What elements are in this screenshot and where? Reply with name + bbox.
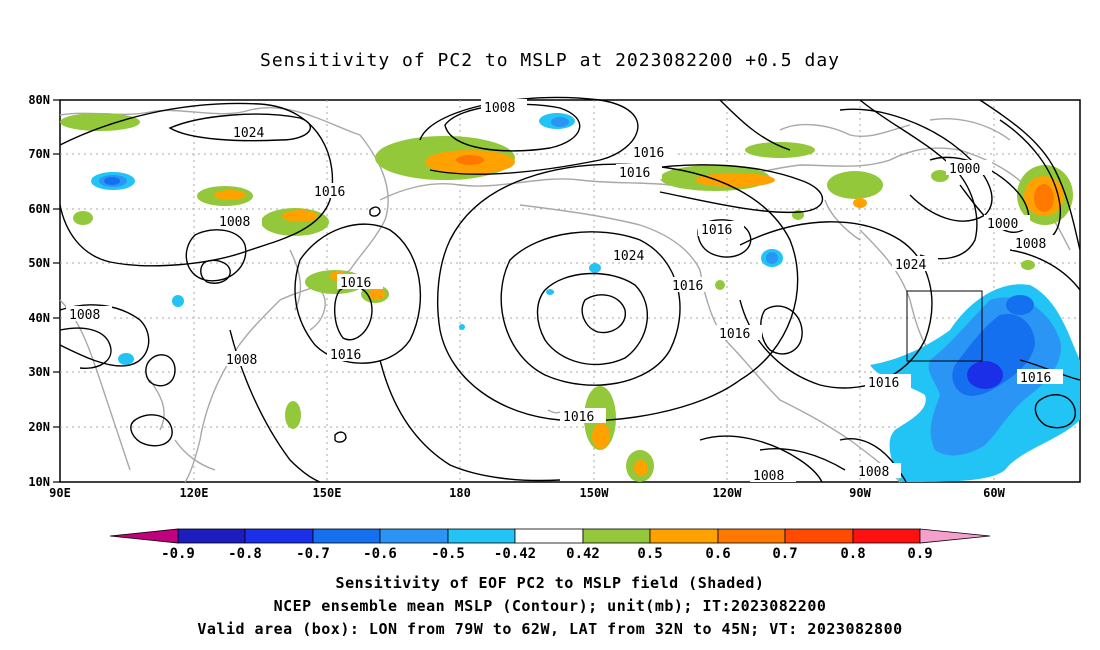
colorbar-labels: -0.9 -0.8 -0.7 -0.6 -0.5 -0.42 0.42 0.5 … [161,546,933,562]
lat-tick-label: 80N [28,93,50,107]
caption-shaded: Sensitivity of EOF PC2 to MSLP field (Sh… [335,574,765,592]
contour-label: 1008 [69,308,100,323]
contour-label: 1000 [987,217,1018,232]
longitude-axis: 90E 120E 150E 180 150W 120W 90W 60W [49,486,1005,500]
lat-tick-label: 10N [28,475,50,489]
colorbar-label: -0.5 [431,546,465,562]
contour-label: 1016 [868,376,899,391]
colorbar-label: -0.9 [161,546,195,562]
lon-tick-label: 180 [449,486,471,500]
lat-tick-label: 20N [28,420,50,434]
colorbar-max-arrow [919,528,991,544]
shaded-sensitivity [60,113,1080,482]
contour-label: 1016 [672,279,703,294]
contour-label: 1016 [719,327,750,342]
contour-labels: 1008 1024 1016 1016 1008 1016 1024 1016 … [66,99,1063,484]
contour-label: 1024 [233,126,264,141]
colorbar-label: 0.8 [840,546,865,562]
caption-valid-area: Valid area (box): LON from 79W to 62W, L… [197,620,903,638]
contour-label: 1008 [1015,237,1046,252]
contour-label: 1008 [753,469,784,484]
valid-area-box [906,290,983,362]
colorbar-label: 0.9 [907,546,932,562]
lon-tick-label: 90W [849,486,871,500]
colorbar-min-arrow [109,528,179,544]
colorbar-label: 0.5 [637,546,662,562]
lat-tick-label: 30N [28,365,50,379]
contour-label: 1008 [219,215,250,230]
lat-tick-label: 70N [28,147,50,161]
colorbar-label: -0.42 [494,546,536,562]
lat-tick-label: 60N [28,202,50,216]
lon-tick-label: 150E [313,486,342,500]
contour-label: 1024 [613,249,644,264]
map-title: Sensitivity of PC2 to MSLP at 2023082200… [259,50,840,71]
caption-contour: NCEP ensemble mean MSLP (Contour); unit(… [273,597,827,615]
colorbar [109,528,991,544]
contour-label: 1016 [330,348,361,363]
colorbar-label: 0.6 [705,546,730,562]
lon-tick-label: 60W [983,486,1005,500]
latitude-axis: 80N 70N 60N 50N 40N 30N 20N 10N [28,93,50,489]
contour-label: 1008 [226,353,257,368]
contour-label: 1008 [484,101,515,116]
contour-label: 1016 [563,410,594,425]
contour-label: 1016 [1020,371,1051,386]
lat-tick-label: 40N [28,311,50,325]
contour-label: 1016 [633,146,664,161]
colorbar-label: 0.42 [566,546,600,562]
lat-tick-label: 50N [28,256,50,270]
lon-tick-label: 150W [580,486,610,500]
contour-label: 1008 [858,465,889,480]
contour-label: 1024 [895,258,926,273]
lon-tick-label: 120E [180,486,209,500]
colorbar-label: -0.7 [296,546,330,562]
colorbar-label: -0.8 [228,546,262,562]
contour-label: 1016 [340,276,371,291]
colorbar-label: -0.6 [363,546,397,562]
colorbar-label: 0.7 [772,546,797,562]
lat-ticks [53,99,60,483]
contour-label: 1016 [314,185,345,200]
contour-label: 1016 [619,166,650,181]
lon-tick-label: 120W [713,486,743,500]
contour-label: 1000 [949,162,980,177]
lon-tick-label: 90E [49,486,71,500]
contour-label: 1016 [701,223,732,238]
